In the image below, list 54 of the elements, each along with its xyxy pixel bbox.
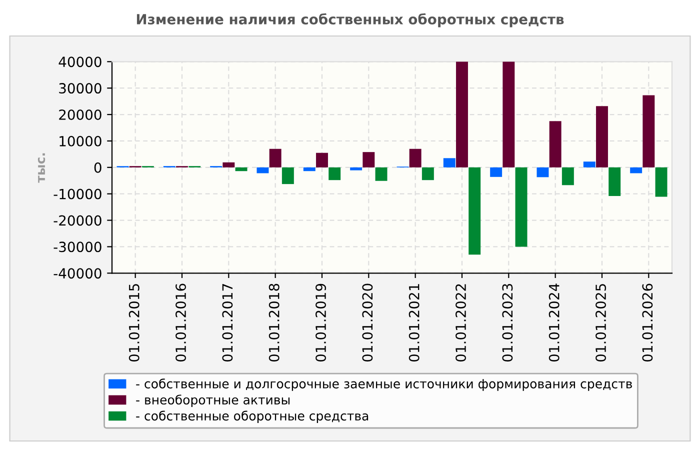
x-tick-label: 01.01.2026 <box>642 284 653 362</box>
bar <box>515 167 528 247</box>
x-tick-label: 01.01.2020 <box>362 284 373 362</box>
bar <box>282 167 294 184</box>
bar <box>303 167 316 172</box>
x-tick-label: 01.01.2025 <box>596 284 606 362</box>
bar <box>350 167 362 170</box>
bar <box>468 167 481 255</box>
bar <box>596 106 608 168</box>
bar <box>490 167 502 177</box>
bar <box>502 62 515 168</box>
bar <box>549 121 562 168</box>
bar <box>422 167 434 180</box>
y-axis-title: тыс. <box>38 153 46 183</box>
bar <box>235 167 248 172</box>
y-tick-label: 30000 <box>59 83 102 94</box>
bar <box>409 148 422 168</box>
bar <box>536 167 549 178</box>
bar <box>655 167 668 197</box>
y-tick-label: 0 <box>94 162 102 173</box>
y-tick-label: -40000 <box>54 268 102 279</box>
legend-label: - собственные и долгосрочные заемные источники формирования средств <box>136 378 632 391</box>
bar <box>375 167 388 181</box>
bar <box>269 148 282 168</box>
bar <box>630 167 642 174</box>
bar <box>362 152 375 168</box>
bar <box>316 152 328 168</box>
y-tick-label: -20000 <box>54 215 102 226</box>
bar <box>583 162 596 168</box>
bar <box>608 167 621 196</box>
x-tick-label: 01.01.2018 <box>268 284 280 362</box>
legend-label: - собственные оборотные средства <box>136 410 368 423</box>
y-tick-label: -10000 <box>54 188 102 200</box>
bar <box>642 95 655 168</box>
y-tick-label: -30000 <box>54 242 102 252</box>
x-tick-label: 01.01.2023 <box>502 284 513 362</box>
x-tick-label: 01.01.2022 <box>456 284 466 362</box>
legend-label: - внеоборотные активы <box>136 394 290 407</box>
x-tick-label: 01.01.2019 <box>316 284 326 362</box>
x-tick-label: 01.01.2017 <box>222 284 233 362</box>
x-tick-label: 01.01.2016 <box>176 284 186 362</box>
bar <box>222 162 235 168</box>
y-tick-label: 10000 <box>60 136 102 146</box>
x-tick-label: 01.01.2021 <box>408 284 420 362</box>
x-tick-label: 01.01.2024 <box>548 284 560 362</box>
bar <box>456 62 468 168</box>
bar <box>562 167 574 186</box>
bar <box>443 158 456 168</box>
x-tick-label: 01.01.2015 <box>128 284 140 362</box>
y-tick-label: 40000 <box>58 56 102 68</box>
chart-title: Изменение наличия собственных оборотных средств <box>136 13 564 28</box>
bar <box>256 167 269 174</box>
y-tick-label: 20000 <box>59 109 102 120</box>
bar <box>328 167 341 180</box>
